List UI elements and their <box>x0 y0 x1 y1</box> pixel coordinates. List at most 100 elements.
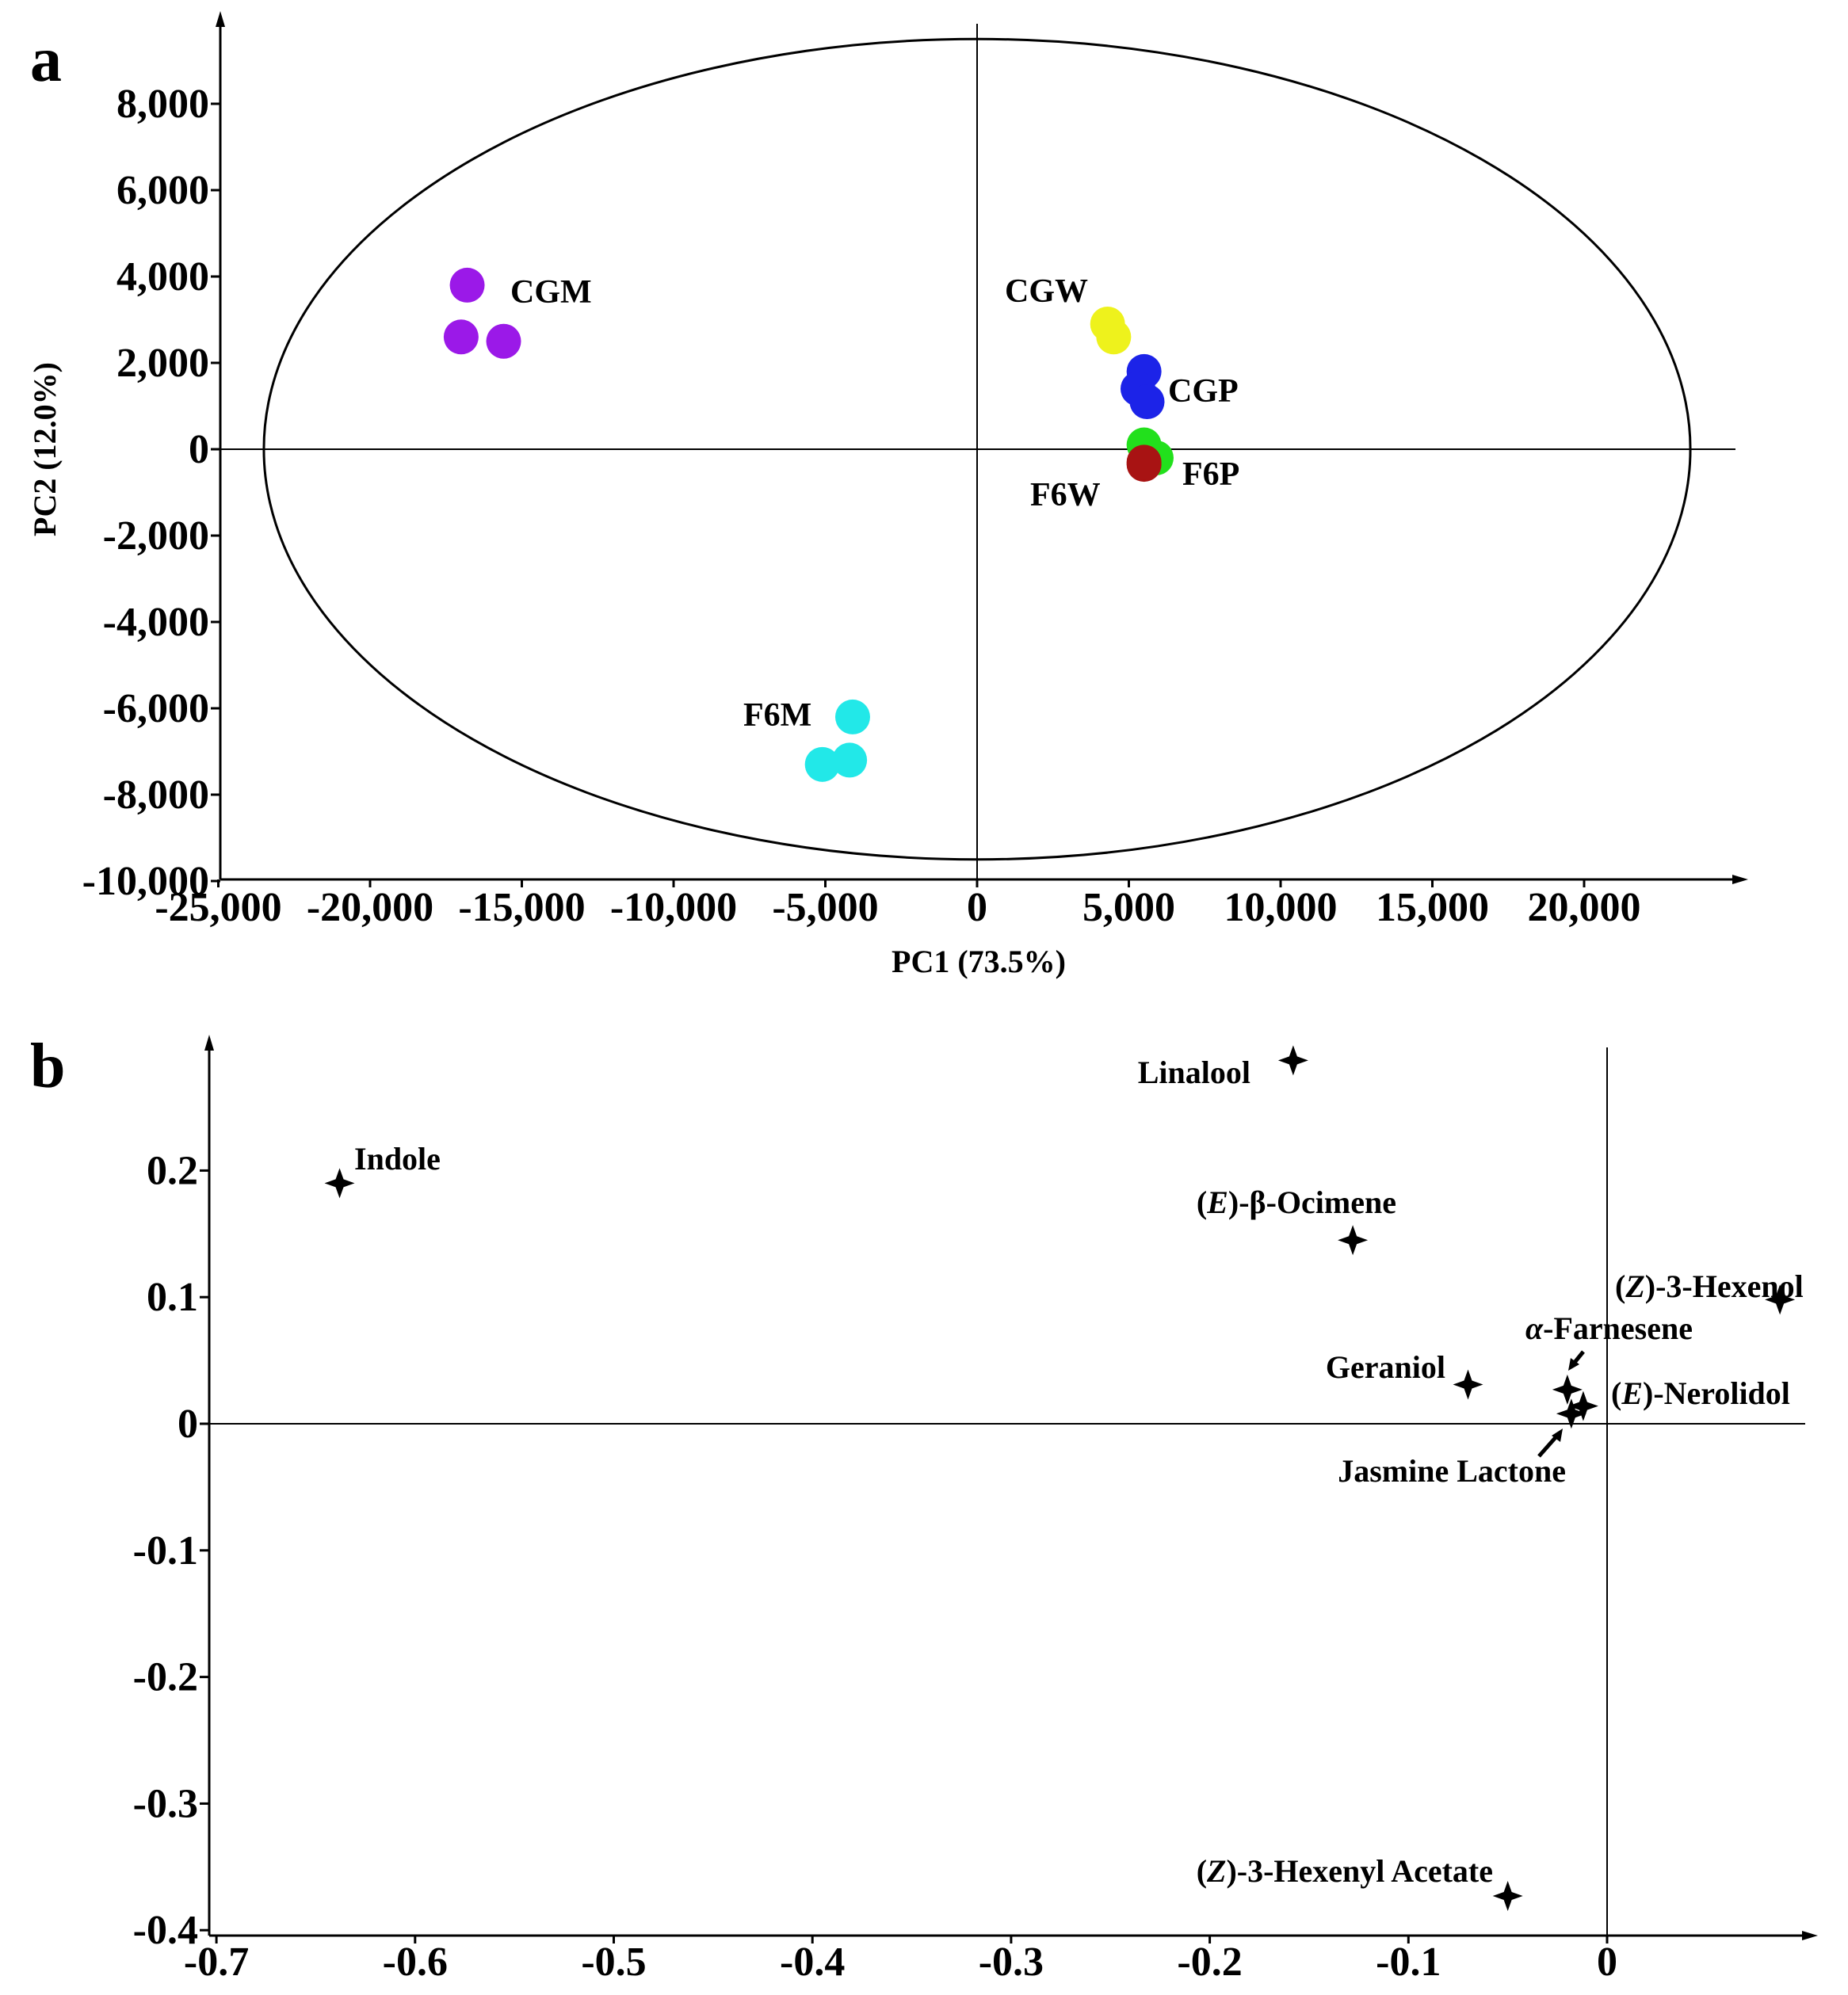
label-part: ( <box>1197 1184 1207 1220</box>
loading-marker <box>1567 1390 1598 1421</box>
y-tick-label: 8,000 <box>116 82 209 127</box>
label-part: )-3-Hexenyl Acetate <box>1226 1853 1493 1889</box>
panel-a-pca-scores: a 8,000 6,000 4,000 2,000 0 -2,000 -4,000 -6,000… <box>27 11 1748 979</box>
score-point-cgm <box>443 319 479 355</box>
score-point-f6m <box>804 746 840 782</box>
group-label-cgm: CGM <box>510 274 592 311</box>
panel-b-pca-loadings: b0.20.10-0.1-0.2-0.3-0.4-0.7 -0.6 -0.5 -0.4… <box>30 1032 1818 1985</box>
loading-marker <box>1277 1045 1308 1076</box>
b-x-tick-label: 0 <box>1597 1940 1617 1985</box>
b-y-tick-label: -0.3 <box>133 1781 198 1826</box>
b-y-tick-label: 0.1 <box>147 1275 198 1320</box>
loading-marker <box>1556 1398 1586 1429</box>
x-axis-title: PC1 (73.5%) <box>892 944 1066 979</box>
loading-marker <box>324 1168 355 1199</box>
y-tick-label: 4,000 <box>116 254 209 299</box>
label-part: Geraniol <box>1326 1349 1445 1385</box>
y-tick-label: 6,000 <box>116 168 209 213</box>
x-tick-label: -15,000 <box>458 885 585 930</box>
x-tick-label: 15,000 <box>1376 885 1489 930</box>
label-part: ( <box>1611 1375 1621 1411</box>
loading-label: (Z)-3-Hexenol <box>1615 1268 1804 1304</box>
b-y-tick-label: -0.1 <box>133 1528 198 1573</box>
y-tick-label: -8,000 <box>103 772 209 818</box>
x-tick-label: -25,000 <box>155 885 281 930</box>
label-italic-part: E <box>1621 1375 1643 1411</box>
b-x-tick-label: -0.3 <box>979 1940 1044 1985</box>
x-tick-label: -20,000 <box>307 885 433 930</box>
loading-label: Geraniol <box>1326 1349 1445 1385</box>
label-part: )-Nerolidol <box>1643 1375 1790 1411</box>
y-tick-label: 0 <box>189 427 209 472</box>
jasmine-lactone-pointer <box>1537 1434 1559 1458</box>
y-tick-label: -2,000 <box>103 513 209 559</box>
loading-label: (E)-Nerolidol <box>1611 1375 1790 1411</box>
label-part: -Farnesene <box>1543 1310 1693 1346</box>
loading-label: Jasmine Lactone <box>1338 1453 1566 1489</box>
b-x-tick-label: -0.2 <box>1177 1940 1242 1985</box>
label-italic-part: E <box>1206 1184 1228 1220</box>
y-axis-arrow <box>216 11 225 27</box>
score-point-cgm <box>449 267 485 303</box>
loading-label: Indole <box>354 1141 441 1177</box>
loading-marker <box>1552 1374 1583 1405</box>
loading-label: (E)-β-Ocimene <box>1197 1184 1396 1220</box>
score-point-cgp <box>1129 384 1165 420</box>
score-point-cgm <box>486 323 521 359</box>
group-label-f6p: F6P <box>1182 456 1239 493</box>
b-y-tick-label: -0.2 <box>133 1655 198 1700</box>
x-tick-label: -5,000 <box>772 885 878 930</box>
b-y-tick-label: 0 <box>178 1402 198 1447</box>
label-part: Jasmine Lactone <box>1338 1453 1566 1489</box>
b-x-tick-label: -0.4 <box>780 1940 845 1985</box>
farnesene-pointer-head <box>1568 1358 1579 1371</box>
score-point-f6p <box>1126 444 1162 480</box>
label-italic-part: α <box>1525 1310 1544 1346</box>
x-tick-label: 0 <box>967 885 987 930</box>
b-y-axis-arrow <box>204 1035 214 1051</box>
loading-marker <box>1765 1284 1796 1315</box>
score-point-f6m <box>834 699 870 734</box>
b-x-axis-arrow <box>1802 1931 1818 1940</box>
loading-label: (Z)-3-Hexenyl Acetate <box>1197 1853 1493 1889</box>
label-part: Linalool <box>1138 1055 1250 1090</box>
score-point-cgw <box>1096 319 1132 355</box>
group-label-f6w: F6W <box>1030 477 1101 513</box>
y-tick-label: -4,000 <box>103 600 209 645</box>
label-italic-part: Z <box>1206 1853 1226 1889</box>
loading-label: Linalool <box>1138 1055 1250 1090</box>
score-point-f6m <box>832 742 868 778</box>
x-tick-label: 10,000 <box>1224 885 1338 930</box>
b-x-tick-label: -0.1 <box>1376 1940 1441 1985</box>
label-part: )-3-Hexenol <box>1645 1268 1804 1304</box>
x-tick-label: -10,000 <box>610 885 737 930</box>
loading-marker <box>1338 1225 1369 1256</box>
panel-b-letter: b <box>30 1032 66 1101</box>
label-part: Indole <box>354 1141 441 1177</box>
b-x-tick-label: -0.7 <box>184 1940 249 1985</box>
group-label-cgp: CGP <box>1168 373 1239 410</box>
label-part: ( <box>1197 1853 1207 1889</box>
y-tick-label: -6,000 <box>103 686 209 731</box>
label-part: )-β-Ocimene <box>1228 1184 1396 1220</box>
b-y-tick-label: 0.2 <box>147 1148 198 1193</box>
group-label-cgw: CGW <box>1005 273 1088 310</box>
b-x-tick-label: -0.6 <box>383 1940 448 1985</box>
b-x-tick-label: -0.5 <box>581 1940 646 1985</box>
loading-marker <box>1453 1369 1483 1400</box>
x-tick-label: 5,000 <box>1082 885 1175 930</box>
loading-label: α-Farnesene <box>1525 1310 1693 1346</box>
jasmine-lactone-pointer-head <box>1552 1429 1563 1442</box>
label-italic-part: Z <box>1625 1268 1644 1304</box>
x-axis-arrow <box>1732 875 1748 884</box>
y-tick-label: 2,000 <box>116 341 209 386</box>
b-y-tick-label: -0.4 <box>133 1908 198 1953</box>
label-part: ( <box>1615 1268 1625 1304</box>
loading-marker <box>1492 1881 1523 1912</box>
x-tick-label: 20,000 <box>1528 885 1641 930</box>
y-tick-label: -10,000 <box>82 859 209 904</box>
y-axis-title: PC2 (12.0%) <box>27 362 63 536</box>
panel-a-letter: a <box>30 25 62 95</box>
group-label-f6m: F6M <box>743 697 811 734</box>
